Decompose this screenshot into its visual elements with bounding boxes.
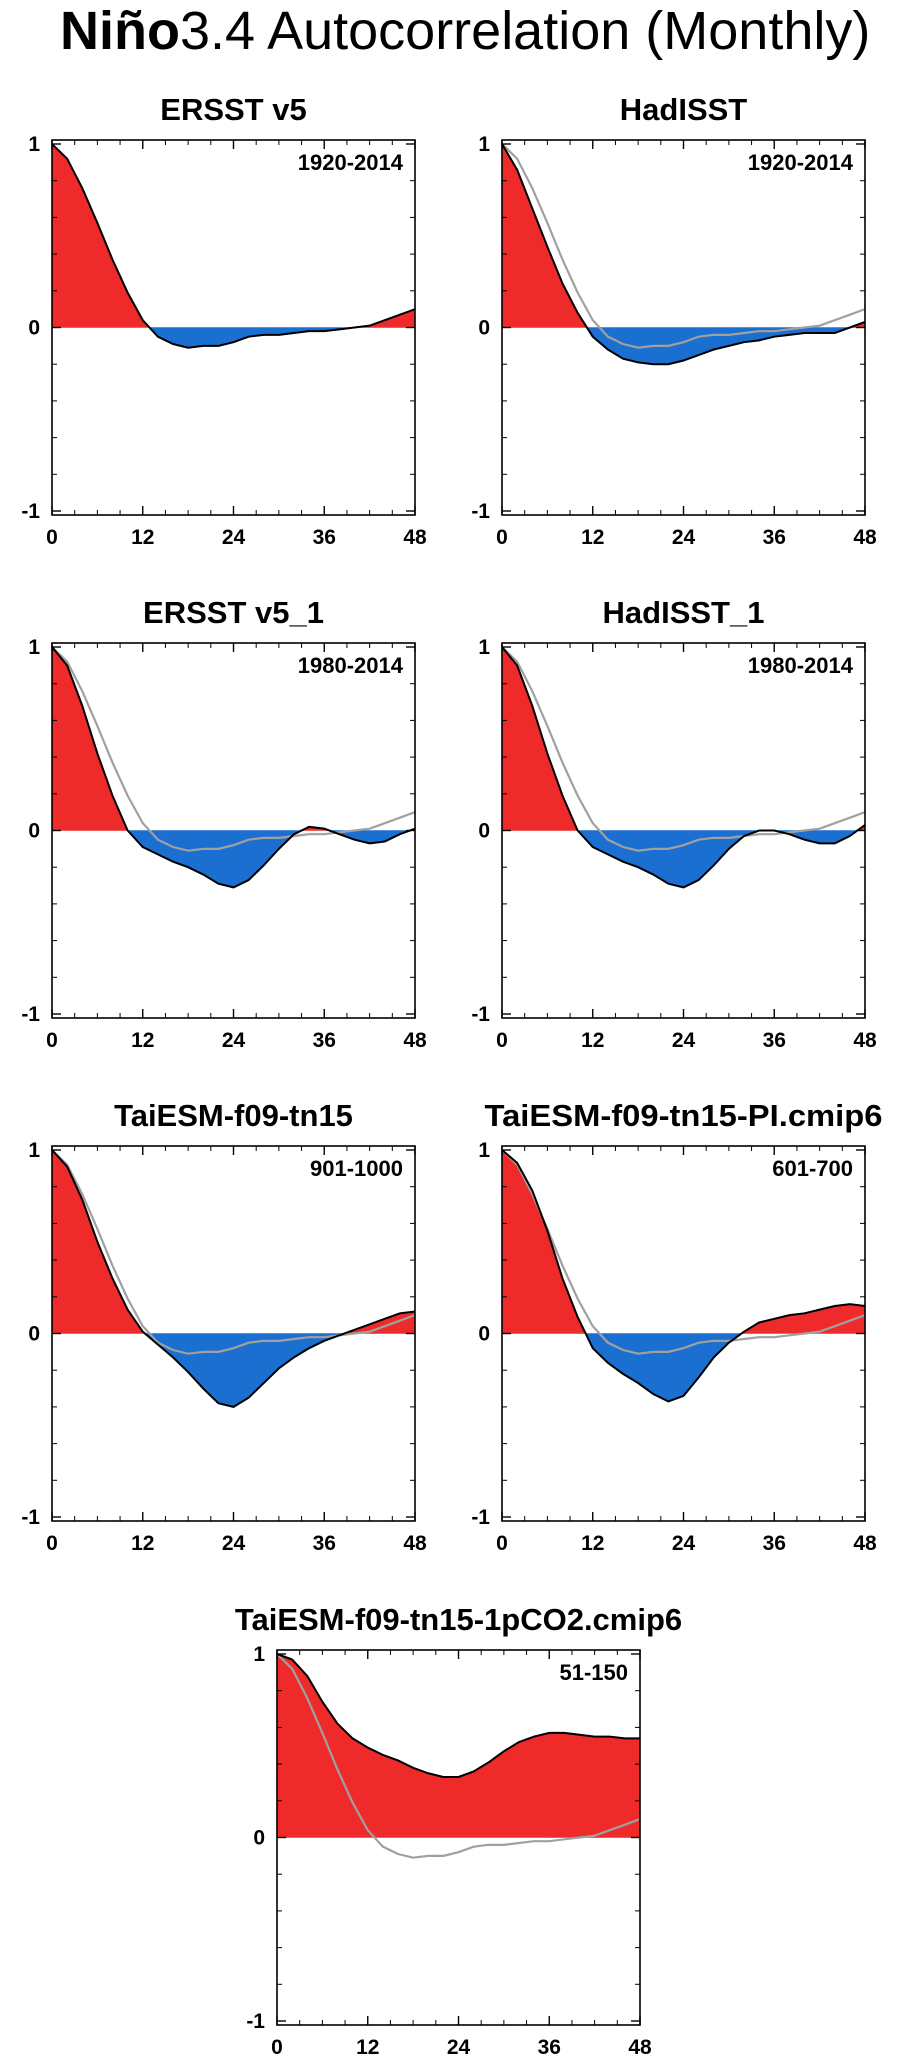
x-tick-label: 36 xyxy=(313,1532,336,1555)
period-label: 1980-2014 xyxy=(298,653,404,678)
x-tick-label: 48 xyxy=(853,1532,877,1555)
y-tick-label: -1 xyxy=(21,1003,40,1026)
x-tick-label: 24 xyxy=(222,1532,246,1555)
x-tick-label: 36 xyxy=(538,2036,561,2059)
x-tick-label: 12 xyxy=(581,1532,604,1555)
y-tick-label: 0 xyxy=(478,317,490,340)
x-tick-label: 36 xyxy=(763,526,786,549)
y-tick-label: 1 xyxy=(253,1643,265,1666)
autocorrelation-line xyxy=(51,1149,416,1408)
reference-line xyxy=(51,1149,416,1355)
x-tick-label: 24 xyxy=(672,1029,696,1052)
autocorrelation-line xyxy=(501,646,866,889)
y-tick-label: 1 xyxy=(478,133,490,156)
autocorrelation-line xyxy=(276,1653,640,1778)
x-tick-label: 36 xyxy=(313,526,336,549)
panel-1: 0 12 24 36 48 -1 0 1 ERSST v5 1920-2014 xyxy=(21,92,427,549)
x-tick-label: 36 xyxy=(763,1532,786,1555)
x-tick-label: 0 xyxy=(496,526,508,549)
y-tick-label: 0 xyxy=(28,1323,40,1346)
x-tick-label: 48 xyxy=(628,2036,652,2059)
x-tick-label: 0 xyxy=(271,2036,283,2059)
x-tick-label: 48 xyxy=(853,526,877,549)
y-tick-label: 0 xyxy=(253,1827,265,1850)
period-label: 601-700 xyxy=(772,1156,853,1181)
y-tick-label: 0 xyxy=(28,820,40,843)
y-tick-label: -1 xyxy=(471,500,490,523)
autocorrelation-line xyxy=(51,143,416,349)
panel-4: 0 12 24 36 48 -1 0 1 HadISST_1 1980-2014 xyxy=(471,595,877,1052)
autocorrelation-line xyxy=(501,143,866,366)
panel-title: ERSST v5 xyxy=(160,92,306,127)
x-tick-label: 12 xyxy=(581,526,604,549)
x-tick-label: 24 xyxy=(222,526,246,549)
x-tick-label: 48 xyxy=(853,1029,877,1052)
x-tick-label: 48 xyxy=(403,1029,427,1052)
period-label: 1920-2014 xyxy=(298,150,404,175)
period-label: 1980-2014 xyxy=(748,653,854,678)
y-tick-label: -1 xyxy=(21,500,40,523)
reference-line xyxy=(51,646,416,852)
y-tick-label: 0 xyxy=(28,317,40,340)
x-tick-label: 48 xyxy=(403,526,427,549)
y-tick-label: 1 xyxy=(28,1139,40,1162)
x-tick-label: 0 xyxy=(496,1532,508,1555)
panel-5: 0 12 24 36 48 -1 0 1 TaiESM-f09-tn15 901-1000 xyxy=(21,1098,427,1555)
y-tick-label: 1 xyxy=(478,636,490,659)
reference-line xyxy=(501,143,866,349)
x-tick-label: 24 xyxy=(447,2036,471,2059)
x-tick-label: 0 xyxy=(46,526,58,549)
panel-title: HadISST xyxy=(620,92,748,127)
x-tick-label: 12 xyxy=(131,1029,154,1052)
x-tick-label: 12 xyxy=(581,1029,604,1052)
y-tick-label: -1 xyxy=(471,1506,490,1529)
reference-line xyxy=(276,1653,641,1859)
y-tick-label: -1 xyxy=(21,1506,40,1529)
y-tick-label: 1 xyxy=(28,133,40,156)
panel-title: ERSST v5_1 xyxy=(143,595,324,630)
autocorrelation-line xyxy=(501,1149,866,1403)
reference-line xyxy=(501,1149,866,1355)
y-tick-label: -1 xyxy=(471,1003,490,1026)
y-tick-label: 0 xyxy=(478,820,490,843)
panel-title: HadISST_1 xyxy=(603,595,765,630)
period-label: 901-1000 xyxy=(310,1156,403,1181)
x-tick-label: 36 xyxy=(763,1029,786,1052)
y-tick-label: 1 xyxy=(478,1139,490,1162)
panel-3: 0 12 24 36 48 -1 0 1 ERSST v5_1 1980-2014 xyxy=(21,595,427,1052)
x-tick-label: 24 xyxy=(672,526,696,549)
y-tick-label: 0 xyxy=(478,1323,490,1346)
panel-title: TaiESM-f09-tn15-1pCO2.cmip6 xyxy=(235,1602,682,1637)
autocorrelation-line xyxy=(51,646,416,889)
x-tick-label: 0 xyxy=(496,1029,508,1052)
x-tick-label: 36 xyxy=(313,1029,336,1052)
panel-6: 0 12 24 36 48 -1 0 1 TaiESM-f09-tn15-PI.cmip6 601… xyxy=(471,1098,882,1555)
y-tick-label: -1 xyxy=(246,2010,265,2033)
figure-title-bold: Niño xyxy=(60,1,180,61)
figure-title: Niño3.4 Autocorrelation (Monthly) xyxy=(60,0,870,62)
reference-line xyxy=(501,646,866,852)
figure-title-rest: 3.4 Autocorrelation (Monthly) xyxy=(179,1,871,61)
x-tick-label: 0 xyxy=(46,1029,58,1052)
panel-title: TaiESM-f09-tn15 xyxy=(114,1098,353,1133)
y-tick-label: 1 xyxy=(28,636,40,659)
x-tick-label: 48 xyxy=(403,1532,427,1555)
x-tick-label: 12 xyxy=(356,2036,379,2059)
x-tick-label: 0 xyxy=(46,1532,58,1555)
x-tick-label: 24 xyxy=(222,1029,246,1052)
x-tick-label: 12 xyxy=(131,526,154,549)
x-tick-label: 12 xyxy=(131,1532,154,1555)
panel-7: 0 12 24 36 48 -1 0 1 TaiESM-f09-tn15-1pCO2.cmip6… xyxy=(235,1602,682,2059)
period-label: 51-150 xyxy=(559,1660,628,1685)
period-label: 1920-2014 xyxy=(748,150,854,175)
panel-title: TaiESM-f09-tn15-PI.cmip6 xyxy=(485,1098,883,1133)
x-tick-label: 24 xyxy=(672,1532,696,1555)
